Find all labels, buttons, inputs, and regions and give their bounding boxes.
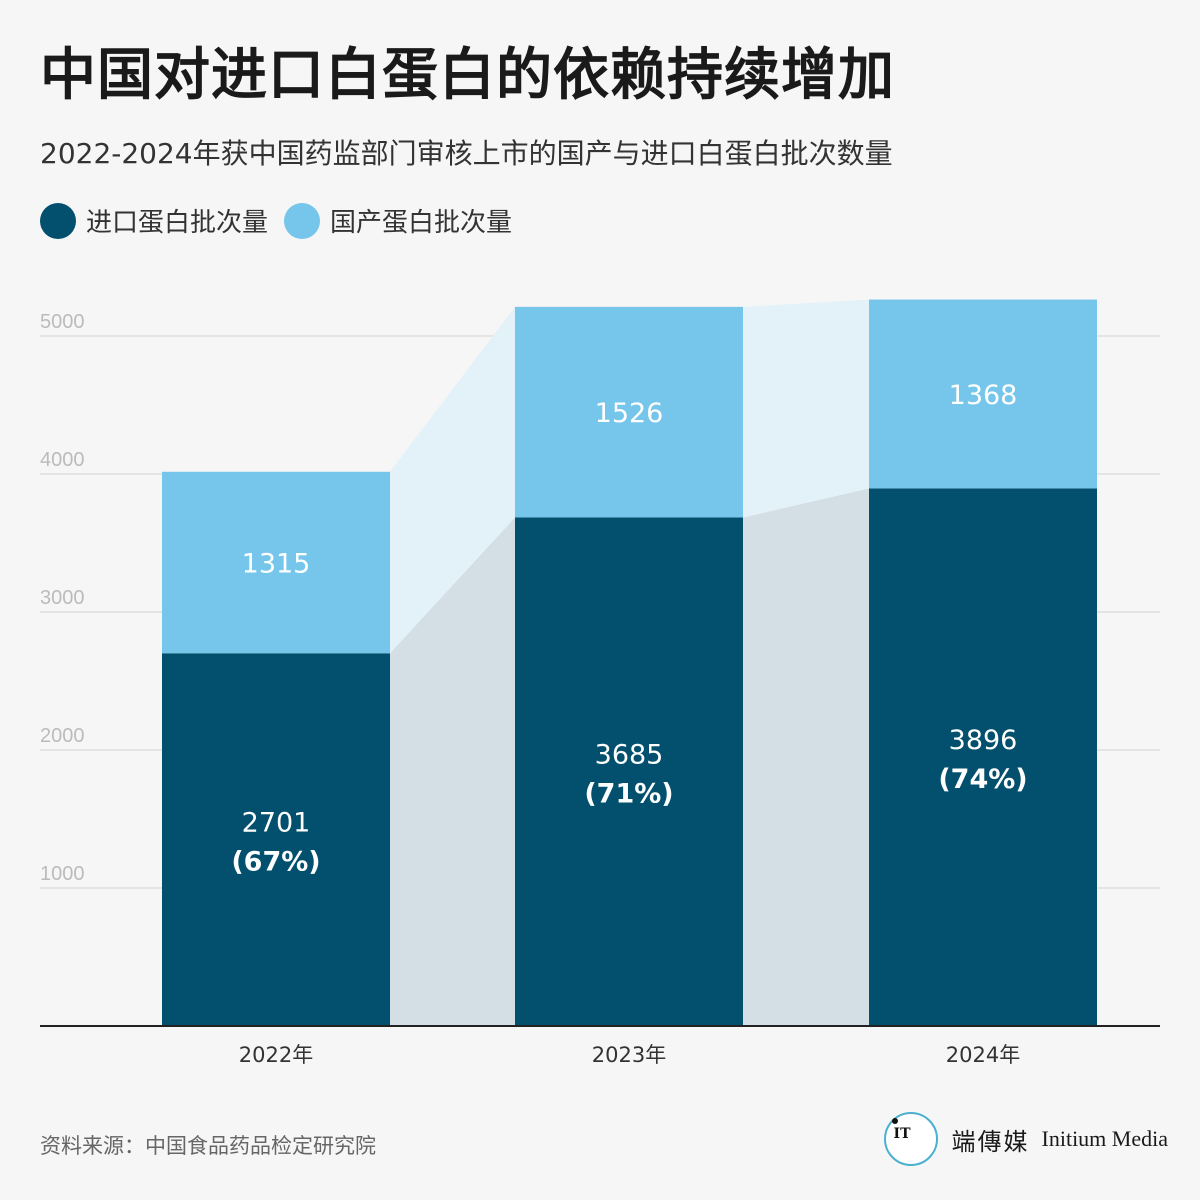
y-tick-label-2000: 2000 — [40, 725, 85, 747]
x-tick-label-1: 2022年 — [239, 1043, 313, 1067]
bar-imported-2 — [515, 517, 743, 1026]
connector-band-imported-1 — [390, 517, 515, 1026]
legend-item-imported: 进口蛋白批次量 — [40, 202, 268, 239]
brand-name-cn: 端傳媒 — [951, 1127, 1030, 1156]
data-source: 资料来源：中国食品药品检定研究院 — [40, 1134, 376, 1158]
chart-subtitle: 2022-2024年获中国药监部门审核上市的国产与进口白蛋白批次数量 — [40, 137, 893, 170]
connector-band-domestic-1 — [390, 306, 515, 654]
bar-domestic-2 — [515, 306, 743, 518]
bar-imported-3 — [869, 488, 1097, 1026]
legend-label-imported: 进口蛋白批次量 — [86, 208, 269, 238]
connector-band-domestic-2 — [743, 299, 869, 518]
bar-domestic-1 — [162, 471, 390, 654]
chart-title: 中国对进口白蛋白的依赖持续增加 — [40, 43, 895, 108]
value-label-imported-2: 3685 — [595, 740, 664, 771]
value-label-imported-3: 3896 — [949, 725, 1018, 756]
brand-logo-icon: IT — [883, 1112, 938, 1166]
brand-name-en: Initium Media — [1041, 1126, 1168, 1151]
value-label-domestic-3: 1368 — [949, 380, 1018, 411]
percent-label-imported-3: (74%) — [938, 764, 1027, 795]
x-tick-label-2: 2023年 — [592, 1043, 666, 1067]
bar-imported-1 — [162, 653, 390, 1026]
legend-swatch-domestic — [284, 202, 321, 239]
percent-label-imported-1: (67%) — [231, 847, 320, 878]
legend-label-domestic: 国产蛋白批次量 — [330, 208, 513, 238]
y-tick-label-4000: 4000 — [40, 449, 85, 471]
brand: IT 端傳媒 Initium Media — [883, 1112, 1168, 1166]
percent-label-imported-2: (71%) — [584, 779, 673, 810]
y-tick-label-1000: 1000 — [40, 863, 85, 885]
connector-band-imported-2 — [743, 488, 869, 1026]
legend-swatch-imported — [40, 202, 76, 239]
legend-item-domestic: 国产蛋白批次量 — [284, 202, 512, 239]
y-tick-label-3000: 3000 — [40, 587, 85, 609]
value-label-domestic-2: 1526 — [595, 398, 664, 429]
legend: 进口蛋白批次量 国产蛋白批次量 — [40, 202, 528, 239]
y-tick-label-5000: 5000 — [40, 311, 85, 333]
value-label-domestic-1: 1315 — [242, 549, 311, 580]
value-label-imported-1: 2701 — [242, 808, 311, 839]
x-tick-label-3: 2024年 — [946, 1043, 1020, 1067]
bar-domestic-3 — [869, 299, 1097, 489]
